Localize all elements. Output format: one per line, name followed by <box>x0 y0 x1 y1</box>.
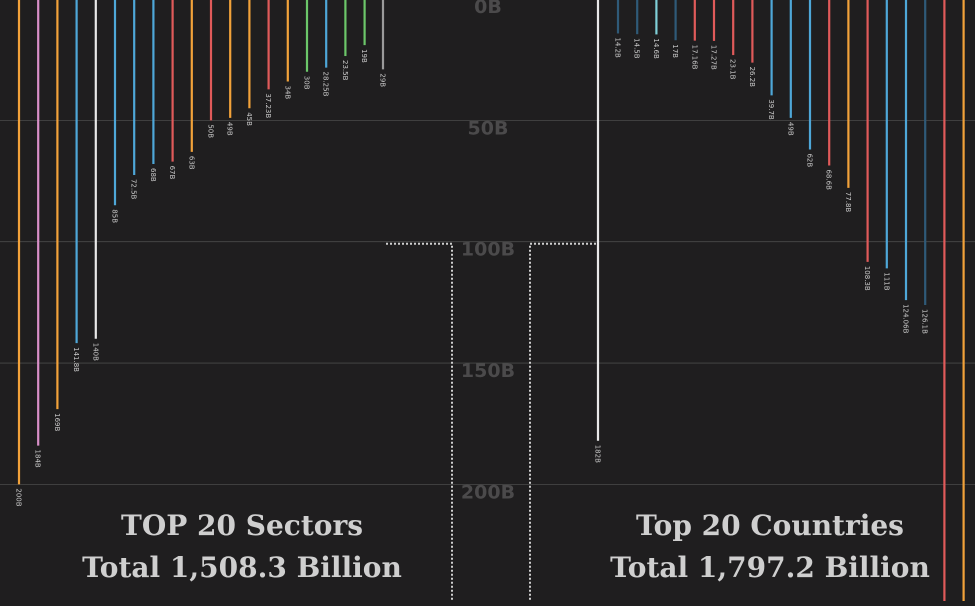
sectors-title-block: TOP 20 Sectors Total 1,508.3 Billion <box>62 505 422 589</box>
axis-tick-label: 50B <box>468 117 509 139</box>
sector-bar-label-1: 200B <box>15 488 23 506</box>
sector-bar-label-19: 19B <box>360 49 368 63</box>
country-bar-label-12: 62B <box>806 153 814 167</box>
sector-bar-label-3: 169B <box>53 413 61 431</box>
country-bar-label-14: 77.8B <box>844 192 852 213</box>
sector-bar-label-15: 34B <box>283 86 291 100</box>
country-bars: 182B 14.2B 14.5B 14.6B 17B 17.16B 17.27B 23.1B 2… <box>594 0 965 603</box>
country-bar-label-3: 14.5B <box>633 38 641 59</box>
dotted-connector-right <box>529 242 596 601</box>
country-bar-label-7: 17.27B <box>710 45 718 70</box>
axis-tick-label: 0B <box>474 0 502 18</box>
country-bar-label-18: 126.1B <box>921 309 929 334</box>
country-bar-label-5: 17B <box>671 44 679 58</box>
country-bar-label-6: 17.16B <box>690 45 698 70</box>
country-bar-label-13: 68.6B <box>825 169 833 190</box>
sector-bar-label-8: 68B <box>149 168 157 182</box>
sector-bar-label-18: 23.5B <box>341 60 349 81</box>
country-bar-label-9: 26.2B <box>748 67 756 88</box>
sector-bars: 200B 184B 169B 141.8B 140B 85B 72.5B 68B 67B 63B 5… <box>15 0 387 507</box>
country-bar-label-10: 39.7B <box>767 99 775 120</box>
sector-bar-label-10: 63B <box>187 156 195 170</box>
country-bar-label-15: 108.3B <box>863 266 871 291</box>
sector-bar-label-12: 49B <box>226 122 234 136</box>
countries-title: Top 20 Countries <box>636 509 904 542</box>
country-bar-label-1: 182B <box>594 445 602 463</box>
y-axis-labels: 0B 50B 100B 150B 200B <box>461 0 515 503</box>
country-bar-label-11: 49B <box>786 122 794 136</box>
dotted-connector-left <box>386 242 453 601</box>
sector-bar-label-5: 140B <box>91 343 99 361</box>
gridlines <box>0 119 975 485</box>
sectors-total: Total 1,508.3 Billion <box>82 551 402 584</box>
sector-bar-label-17: 28.25B <box>322 72 330 97</box>
axis-tick-label: 200B <box>461 481 515 503</box>
country-bar-label-4: 14.6B <box>652 38 660 59</box>
countries-title-block: Top 20 Countries Total 1,797.2 Billion <box>590 505 950 589</box>
sector-bar-label-11: 50B <box>207 124 215 138</box>
sector-bar-label-13: 45B <box>245 112 253 126</box>
sector-bar-label-7: 72.5B <box>130 179 138 200</box>
sector-bar-label-2: 184B <box>34 450 42 468</box>
dotted-connectors <box>386 242 596 601</box>
sector-bar-label-4: 141.8B <box>72 347 80 372</box>
country-bar-label-2: 14.2B <box>614 37 622 58</box>
sectors-title: TOP 20 Sectors <box>121 509 363 542</box>
sector-bar-label-16: 30B <box>303 76 311 90</box>
country-bar-label-17: 124.06B <box>902 304 910 333</box>
sector-bar-label-9: 67B <box>168 166 176 180</box>
countries-total: Total 1,797.2 Billion <box>610 551 930 584</box>
country-bar-label-8: 23.1B <box>729 59 737 80</box>
axis-tick-label: 100B <box>461 239 515 261</box>
sector-bar-label-6: 85B <box>111 209 119 223</box>
sector-bar-label-14: 37.23B <box>264 93 272 118</box>
axis-tick-label: 150B <box>461 360 515 382</box>
sector-bar-label-20: 29B <box>379 73 387 87</box>
country-bar-label-16: 111B <box>882 272 890 290</box>
